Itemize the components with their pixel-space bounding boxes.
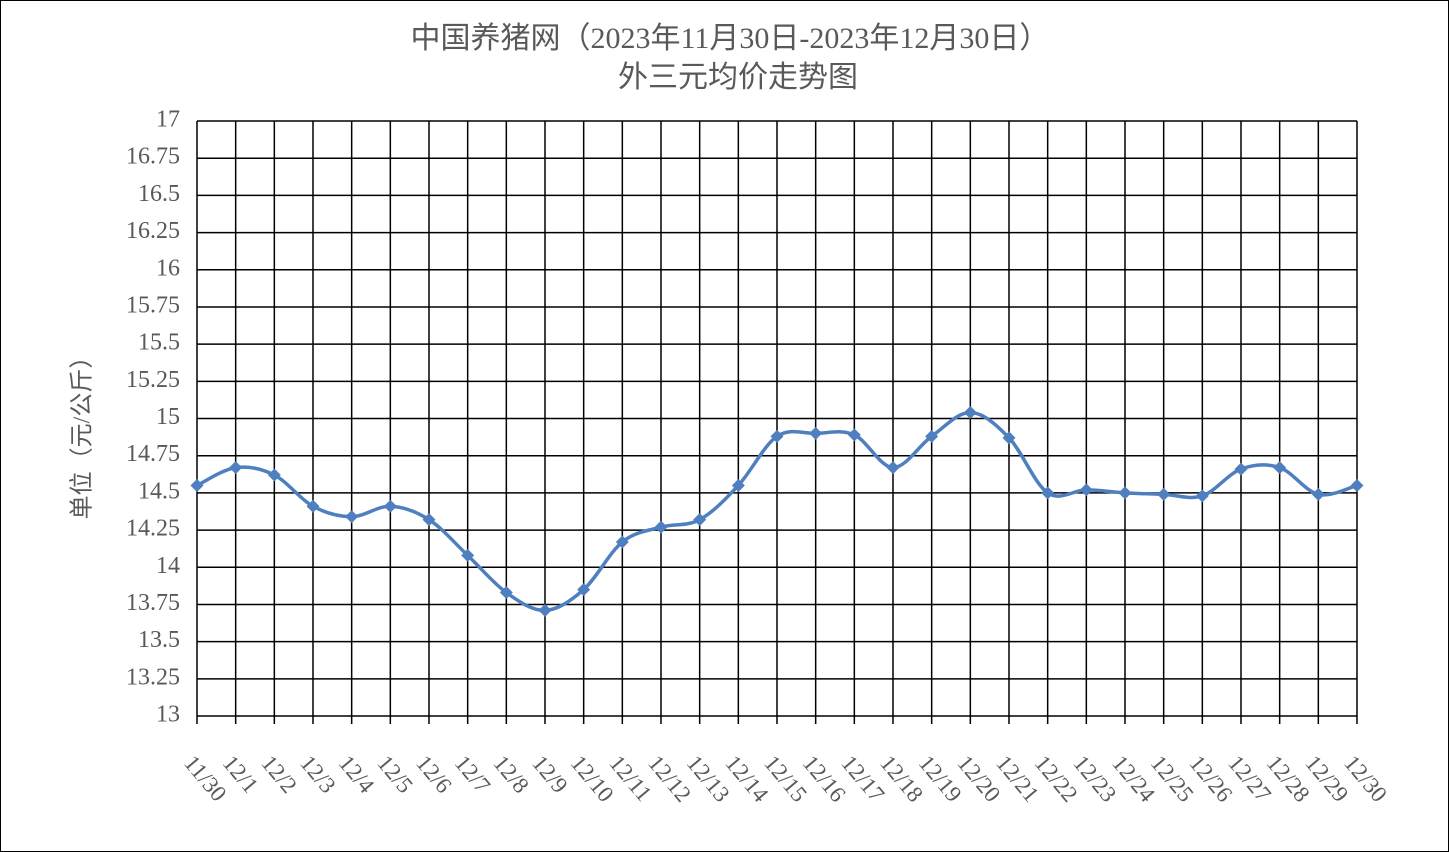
point-marker [654, 520, 668, 534]
point-marker [461, 548, 475, 562]
point-marker [1234, 462, 1248, 476]
x-tick-label: 12/19 [914, 751, 967, 807]
y-tick-label: 14.25 [126, 516, 180, 542]
x-tick-label: 12/27 [1223, 751, 1276, 807]
y-tick-label: 15.25 [126, 367, 180, 393]
x-tick-label: 12/28 [1262, 751, 1315, 807]
point-marker [963, 406, 977, 420]
point-marker [1195, 489, 1209, 503]
y-tick-label: 15.75 [126, 292, 180, 318]
point-marker [345, 510, 359, 524]
x-tick-label: 12/24 [1107, 751, 1160, 808]
point-marker [847, 428, 861, 442]
point-marker [1002, 431, 1016, 445]
y-tick-label: 13 [156, 702, 180, 728]
point-marker [1350, 478, 1364, 492]
point-marker [267, 468, 281, 482]
x-tick-label: 12/23 [1068, 751, 1121, 807]
x-tick-label: 12/22 [1030, 751, 1083, 807]
x-tick-label: 12/9 [527, 751, 572, 798]
point-marker [1157, 487, 1171, 501]
x-tick-label: 12/6 [411, 751, 456, 798]
x-tick-label: 12/29 [1300, 751, 1353, 807]
y-tick-label: 14.75 [126, 441, 180, 467]
x-tick-label: 12/30 [1339, 751, 1392, 807]
point-marker [1311, 487, 1325, 501]
point-marker [1273, 461, 1287, 475]
point-marker [190, 478, 204, 492]
x-tick-label: 12/4 [334, 751, 380, 799]
x-tick-label: 12/21 [991, 751, 1044, 807]
point-marker [615, 535, 629, 549]
x-tick-label: 12/20 [952, 751, 1005, 807]
x-tick-label: 12/12 [643, 751, 696, 807]
point-marker [383, 499, 397, 513]
point-marker [306, 499, 320, 513]
point-marker [1079, 483, 1093, 497]
y-axis-label: 单位（元/公斤） [69, 345, 96, 520]
y-tick-label: 16.25 [126, 218, 180, 244]
y-tick-label: 16.5 [138, 181, 180, 207]
x-tick-label: 12/26 [1184, 751, 1237, 807]
y-tick-label: 13.25 [126, 664, 180, 690]
y-tick-label: 13.5 [138, 627, 180, 653]
x-tick-label: 12/11 [604, 751, 656, 807]
point-marker [229, 461, 243, 475]
point-marker [886, 461, 900, 475]
x-tick-label: 12/14 [720, 751, 773, 808]
y-tick-label: 13.75 [126, 590, 180, 616]
x-tick-label: 12/8 [488, 751, 533, 798]
x-tick-label: 12/17 [836, 751, 889, 807]
y-tick-label: 16.75 [126, 144, 180, 170]
x-tick-label: 12/13 [682, 751, 735, 807]
y-tick-label: 15 [156, 404, 180, 430]
point-marker [925, 429, 939, 443]
point-marker [577, 583, 591, 597]
x-tick-label: 12/15 [759, 751, 812, 807]
y-tick-label: 15.5 [138, 330, 180, 356]
point-marker [693, 513, 707, 527]
point-marker [1041, 486, 1055, 500]
y-tick-label: 17 [156, 107, 180, 133]
point-marker [1118, 486, 1132, 500]
point-marker [422, 513, 436, 527]
chart-subtitle: 外三元均价走势图 [618, 61, 858, 94]
x-tick-label: 12/16 [798, 751, 851, 807]
y-tick-label: 14 [156, 553, 180, 579]
x-tick-label: 12/18 [875, 751, 928, 807]
x-tick-label: 12/10 [566, 751, 619, 807]
chart-title: 中国养猪网（2023年11月30日-2023年12月30日） [411, 22, 1050, 55]
x-tick-label: 12/5 [372, 751, 417, 798]
x-tick-label: 12/7 [450, 751, 495, 798]
point-marker [499, 586, 513, 600]
point-marker [731, 478, 745, 492]
x-tick-label: 11/30 [179, 751, 231, 807]
x-tick-label: 12/2 [256, 751, 301, 798]
x-tick-label: 12/25 [1146, 751, 1199, 807]
y-tick-label: 14.5 [138, 478, 180, 504]
x-tick-label: 12/3 [295, 751, 340, 798]
point-marker [770, 429, 784, 443]
point-marker [538, 603, 552, 617]
point-marker [809, 426, 823, 440]
y-tick-label: 16 [156, 255, 180, 281]
